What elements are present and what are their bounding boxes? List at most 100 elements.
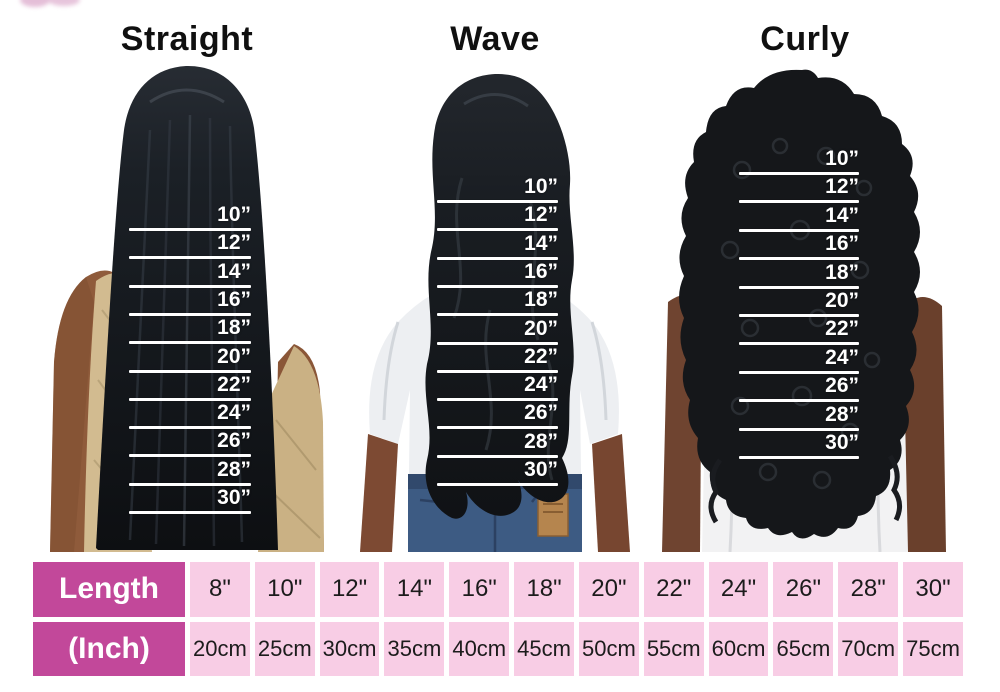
table-cell-inch: 18" <box>514 562 574 617</box>
ruler-line <box>129 369 251 373</box>
ruler-label: 24” <box>217 401 251 425</box>
table-cell-cm: 40cm <box>449 621 510 676</box>
table-row-inches: Length 8" 10" 12" 14" 16" 18" 20" 22" 24" 26" 28" 3… <box>33 562 963 617</box>
ruler-label: 10” <box>217 203 251 226</box>
ruler-line <box>129 397 251 401</box>
ruler-line <box>129 341 251 345</box>
table-header-inch: (Inch) <box>33 621 185 676</box>
ruler-line <box>437 341 558 345</box>
ruler-line <box>739 342 859 346</box>
ruler-line <box>739 427 859 431</box>
table-cell-inch: 8" <box>190 562 250 617</box>
table-cell-inch: 16" <box>449 562 510 617</box>
table-cell-cm: 75cm <box>903 621 963 676</box>
ruler-label: 12” <box>825 175 859 199</box>
table-cell-inch: 28" <box>838 562 899 617</box>
ruler-label: 28” <box>825 402 859 426</box>
ruler-label: 20” <box>825 289 859 312</box>
ruler-label: 26” <box>524 401 558 425</box>
ruler-line <box>437 256 558 260</box>
ruler-label: 22” <box>524 344 558 368</box>
ruler-label: 22” <box>217 372 251 396</box>
ruler-line <box>437 313 558 317</box>
ruler-line <box>437 228 558 232</box>
ruler-line <box>739 257 859 261</box>
ruler-label: 16” <box>825 232 859 256</box>
ruler-label: 28” <box>524 429 558 453</box>
table-cell-cm: 35cm <box>384 621 445 676</box>
table-cell-cm: 25cm <box>254 621 315 676</box>
ruler-line <box>129 482 251 486</box>
ruler-label: 10” <box>825 147 859 170</box>
ruler-line <box>129 284 251 288</box>
ruler-wave: 10” 12” 14” 16” 18” 20” 22” 24” 26” 28” 30” <box>340 60 650 552</box>
ruler-line <box>129 228 251 231</box>
ruler-line <box>129 312 251 316</box>
curly-hair-illustration <box>662 69 946 553</box>
ruler-label: 28” <box>217 457 251 481</box>
ruler-label: 16” <box>524 259 558 283</box>
curly-hair-photo <box>650 60 960 553</box>
wave-hair-illustration <box>360 74 630 552</box>
ruler-line <box>739 456 859 459</box>
ruler-label: 12” <box>524 203 558 227</box>
ruler-label: 20” <box>524 316 558 340</box>
table-cell-inch: 22" <box>643 562 704 617</box>
ruler-label: 16” <box>217 287 251 311</box>
table-cell-cm: 45cm <box>514 621 574 676</box>
ruler-curly: 10” 12” 14” 16” 18” 20” 22” 24” 26” 28” 30” <box>650 60 960 552</box>
ruler-label: 14” <box>825 203 859 227</box>
ruler-line <box>129 426 251 430</box>
table-row-cm: (Inch) 20cm 25cm 30cm 35cm 40cm 45cm 50cm 55cm 6… <box>33 621 963 676</box>
ruler-line <box>129 511 251 514</box>
ruler-label: 18” <box>825 260 859 284</box>
ruler-line <box>739 172 859 175</box>
column-title-wave: Wave <box>450 20 540 58</box>
table-cell-inch: 20" <box>578 562 639 617</box>
ruler-label: 24” <box>825 345 859 369</box>
wave-hair-photo <box>340 60 650 552</box>
ruler-label: 14” <box>524 231 558 255</box>
ruler-line <box>437 369 558 373</box>
ruler-label: 26” <box>825 374 859 398</box>
ruler-line <box>129 454 251 458</box>
table-cell-inch: 24" <box>708 562 769 617</box>
table-cell-cm: 65cm <box>773 621 834 676</box>
table-cell-inch: 14" <box>384 562 445 617</box>
table-cell-cm: 20cm <box>190 621 250 676</box>
ruler-line <box>437 483 558 486</box>
table-header-length: Length <box>33 562 185 617</box>
length-table: Length 8" 10" 12" 14" 16" 18" 20" 22" 24" 26" 28" 3… <box>33 562 963 676</box>
ruler-label: 22” <box>825 317 859 341</box>
table-cell-cm: 60cm <box>708 621 769 676</box>
ruler-label: 18” <box>524 288 558 312</box>
ruler-label: 30” <box>524 458 558 481</box>
ruler-label: 26” <box>217 429 251 453</box>
watermark-blob-icon <box>20 0 50 7</box>
ruler-label: 10” <box>524 175 558 198</box>
table-cell-cm: 30cm <box>319 621 380 676</box>
ruler-line <box>437 454 558 458</box>
ruler-label: 30” <box>217 486 251 509</box>
ruler-line <box>739 200 859 204</box>
ruler-line <box>739 314 859 317</box>
ruler-label: 24” <box>524 373 558 397</box>
table-cell-cm: 50cm <box>578 621 639 676</box>
ruler-line <box>739 399 859 403</box>
ruler-line <box>437 398 558 402</box>
table-cell-cm: 70cm <box>838 621 899 676</box>
column-title-curly: Curly <box>760 20 850 58</box>
ruler-line <box>437 200 558 203</box>
ruler-label: 12” <box>217 231 251 255</box>
ruler-straight: 10” 12” 14” 16” 18” 20” 22” 24” 26” 28” 30” <box>32 60 342 552</box>
ruler-label: 14” <box>217 259 251 283</box>
table-cell-inch: 12" <box>319 562 380 617</box>
ruler-line <box>739 370 859 374</box>
ruler-line <box>129 256 251 260</box>
ruler-label: 18” <box>217 316 251 340</box>
ruler-line <box>437 426 558 430</box>
ruler-line <box>437 284 558 288</box>
table-cell-cm: 55cm <box>643 621 704 676</box>
column-title-straight: Straight <box>120 20 254 58</box>
table-cell-inch: 26" <box>773 562 834 617</box>
